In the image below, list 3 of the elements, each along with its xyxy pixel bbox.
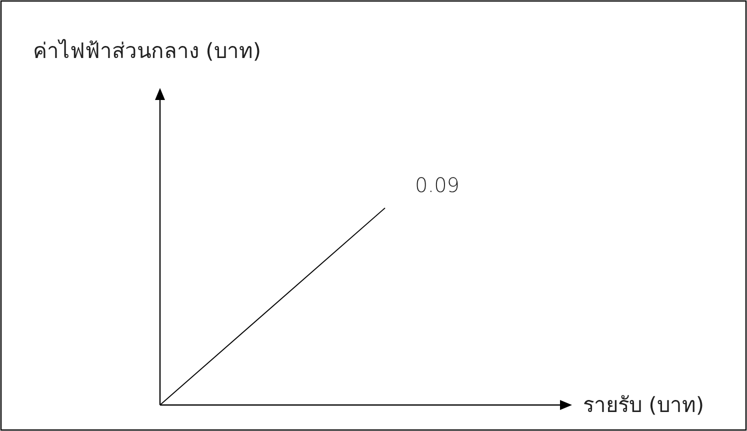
text: 0.09 [415, 173, 460, 197]
x-axis-title: รายรับ (บาท) [583, 393, 704, 417]
chart-title: ค่าไฟฟ้าส่วนกลาง (บาท) [33, 39, 262, 63]
